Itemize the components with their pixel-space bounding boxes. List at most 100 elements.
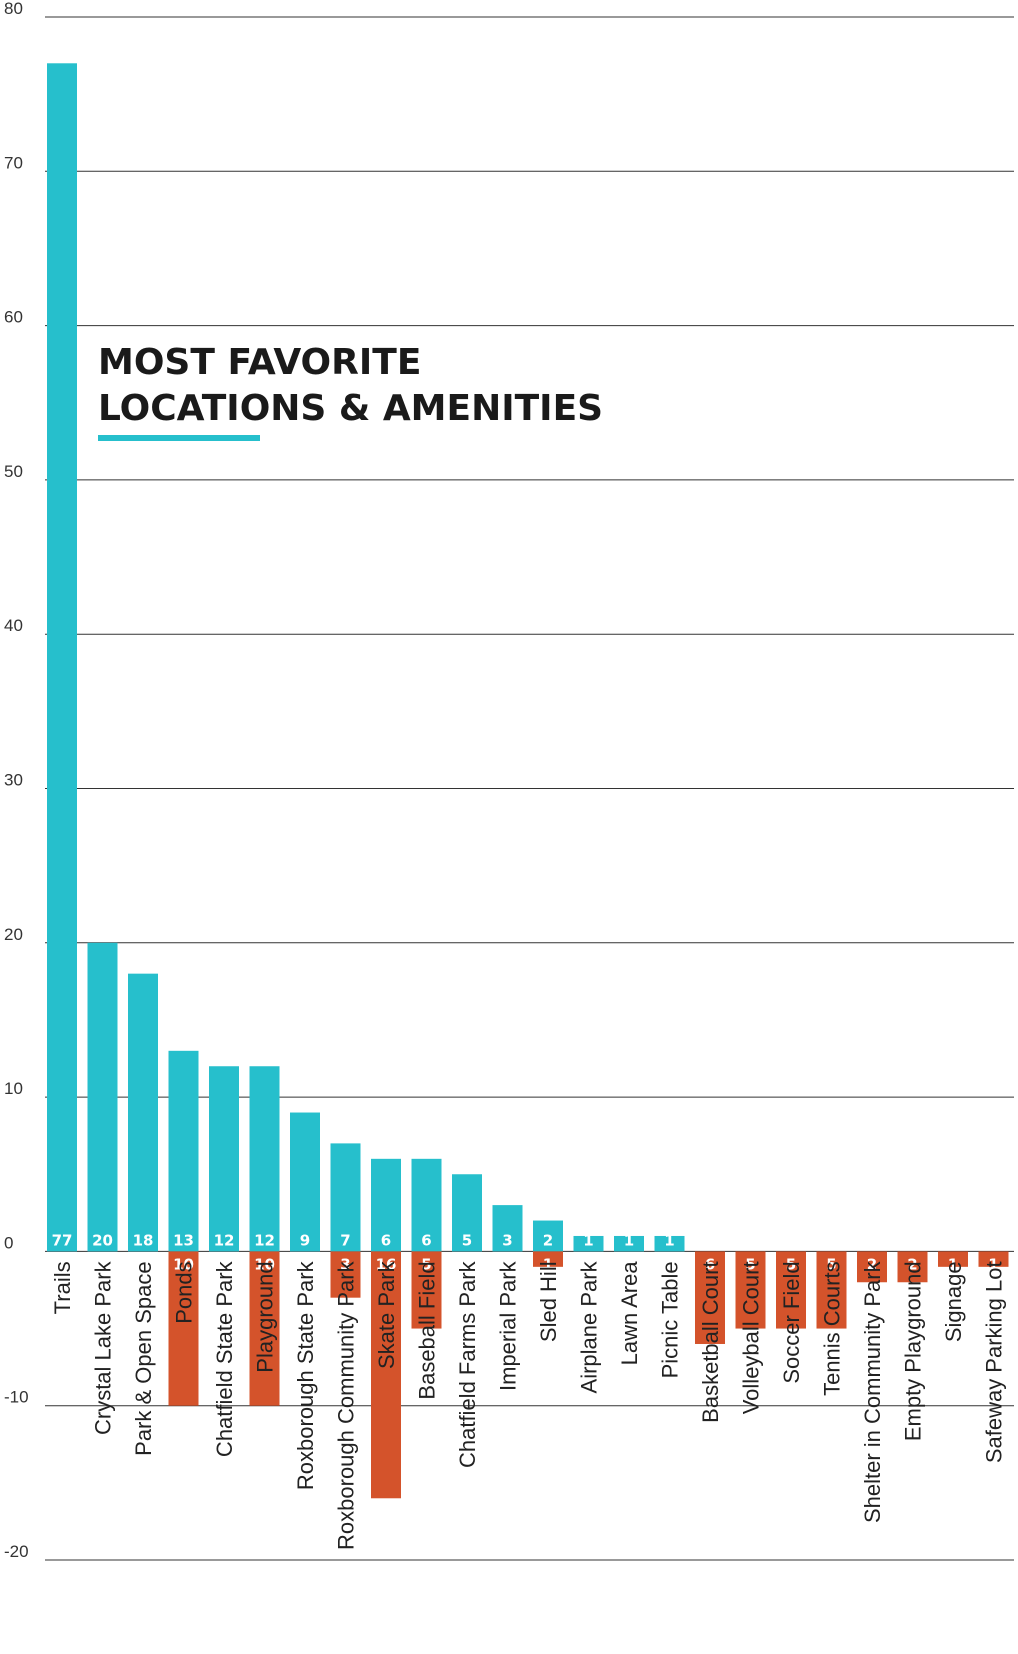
value-label-favorite: 77: [52, 1231, 73, 1249]
bar-least-favorite: [857, 1251, 887, 1283]
bar-least-favorite: [168, 1251, 199, 1406]
y-tick-label: -20: [4, 1542, 29, 1561]
bar-least-favorite: [411, 1251, 442, 1329]
value-label-least-favorite: 5: [786, 1255, 796, 1273]
bars: [47, 63, 1009, 1499]
y-tick-label: 10: [4, 1079, 23, 1098]
value-label-favorite: 12: [214, 1231, 235, 1249]
value-label-favorite: 6: [381, 1231, 391, 1249]
bar-favorite: [128, 973, 158, 1252]
bar-least-favorite: [371, 1251, 401, 1499]
bar-favorite: [209, 1066, 239, 1252]
category-label: Safeway Parking Lot: [982, 1261, 1007, 1463]
value-label-favorite: 3: [502, 1231, 512, 1249]
value-label-least-favorite: 5: [745, 1255, 755, 1273]
bar-least-favorite: [695, 1251, 725, 1344]
value-label-least-favorite: 5: [826, 1255, 836, 1273]
chart-title: MOST FAVORITE LOCATIONS & AMENITIES: [98, 340, 603, 432]
category-label: Trails: [50, 1261, 75, 1314]
category-label: Roxborough Community Park: [334, 1260, 359, 1550]
chart-title-line-1: MOST FAVORITE: [98, 342, 422, 383]
bar-least-favorite: [249, 1251, 280, 1406]
bar-least-favorite: [897, 1251, 928, 1283]
y-tick-label: 60: [4, 308, 23, 327]
category-label: Playground: [253, 1261, 278, 1372]
category-label: Baseball Field: [415, 1261, 440, 1399]
value-label-favorite: 9: [300, 1231, 310, 1249]
value-label-favorite: 1: [624, 1231, 634, 1249]
category-label: Ponds: [172, 1261, 197, 1323]
bar-least-favorite: [533, 1251, 563, 1267]
value-label-least-favorite: 5: [421, 1255, 431, 1273]
category-label: Shelter in Community Park: [860, 1260, 885, 1523]
value-label-least-favorite: 16: [376, 1255, 397, 1273]
value-label-favorite: 13: [173, 1231, 194, 1249]
y-tick-label: 50: [4, 462, 23, 481]
value-label-favorite: 7: [340, 1231, 350, 1249]
category-label: Empty Playground: [901, 1261, 926, 1441]
title-underline: [98, 435, 260, 441]
category-label: Tennis Courts: [820, 1261, 845, 1396]
bar-favorite: [492, 1205, 523, 1252]
value-label-favorite: 1: [664, 1231, 674, 1249]
category-label: Picnic Table: [658, 1261, 683, 1378]
category-label: Roxborough State Park: [293, 1260, 318, 1490]
bar-least-favorite: [978, 1251, 1009, 1267]
chart-title-line-2: LOCATIONS & AMENITIES: [98, 388, 604, 429]
value-label-favorite: 2: [543, 1231, 553, 1249]
y-tick-label: 70: [4, 153, 23, 172]
bar-favorite: [87, 942, 118, 1252]
value-label-least-favorite: 10: [173, 1255, 194, 1273]
bar-favorite: [168, 1050, 199, 1252]
category-label: Skate Park: [374, 1260, 399, 1369]
y-tick-label: 40: [4, 616, 23, 635]
value-label-favorite: 6: [421, 1231, 431, 1249]
bar-favorite: [249, 1066, 280, 1252]
category-label: Imperial Park: [496, 1260, 521, 1391]
value-label-least-favorite: 2: [907, 1255, 917, 1273]
category-label: Basketball Court: [698, 1261, 723, 1422]
bar-favorite: [47, 63, 77, 1252]
gridlines: [45, 16, 1014, 1561]
category-label: Signage: [941, 1261, 966, 1342]
value-label-favorite: 12: [254, 1231, 275, 1249]
value-label-favorite: 18: [133, 1231, 154, 1249]
value-label-least-favorite: 3: [340, 1255, 350, 1273]
category-label: Airplane Park: [577, 1260, 602, 1393]
value-label-least-favorite: 1: [988, 1255, 998, 1273]
category-label: Park & Open Space: [131, 1261, 156, 1455]
value-label-least-favorite: 1: [948, 1255, 958, 1273]
bar-favorite: [452, 1174, 482, 1252]
category-label: Crystal Lake Park: [91, 1260, 116, 1435]
category-label: Sled Hill: [536, 1261, 561, 1342]
y-tick-label: 30: [4, 771, 23, 790]
value-label-least-favorite: 2: [867, 1255, 877, 1273]
bar-least-favorite: [330, 1251, 361, 1298]
value-label-favorite: 1: [583, 1231, 593, 1249]
bar-favorite: [533, 1220, 563, 1252]
labels: 80 70 60 50 40 30 20 10 0 -10 -20 77 Trails 20 Crystal…: [4, 0, 1007, 1561]
category-label: Soccer Field: [779, 1261, 804, 1383]
bar-least-favorite: [816, 1251, 847, 1329]
y-tick-label: -10: [4, 1388, 29, 1407]
value-label-least-favorite: 1: [543, 1255, 553, 1273]
bar-favorite: [330, 1143, 361, 1252]
bar-favorite: [654, 1235, 685, 1252]
bar-least-favorite: [938, 1251, 968, 1267]
y-tick-label: 0: [4, 1233, 13, 1252]
value-label-least-favorite: 10: [254, 1255, 275, 1273]
bar-favorite: [411, 1158, 442, 1252]
y-tick-label: 80: [4, 0, 23, 18]
bar-favorite: [614, 1235, 644, 1252]
bar-least-favorite: [735, 1251, 766, 1329]
y-tick-label: 20: [4, 925, 23, 944]
category-label: Chatfield Farms Park: [455, 1260, 480, 1468]
category-label: Lawn Area: [617, 1261, 642, 1366]
bar-favorite: [573, 1235, 604, 1252]
bar-favorite: [290, 1112, 320, 1252]
category-label: Chatfield State Park: [212, 1260, 237, 1457]
bar-least-favorite: [776, 1251, 806, 1329]
value-label-least-favorite: 6: [705, 1255, 715, 1273]
bar-favorite: [371, 1158, 401, 1252]
